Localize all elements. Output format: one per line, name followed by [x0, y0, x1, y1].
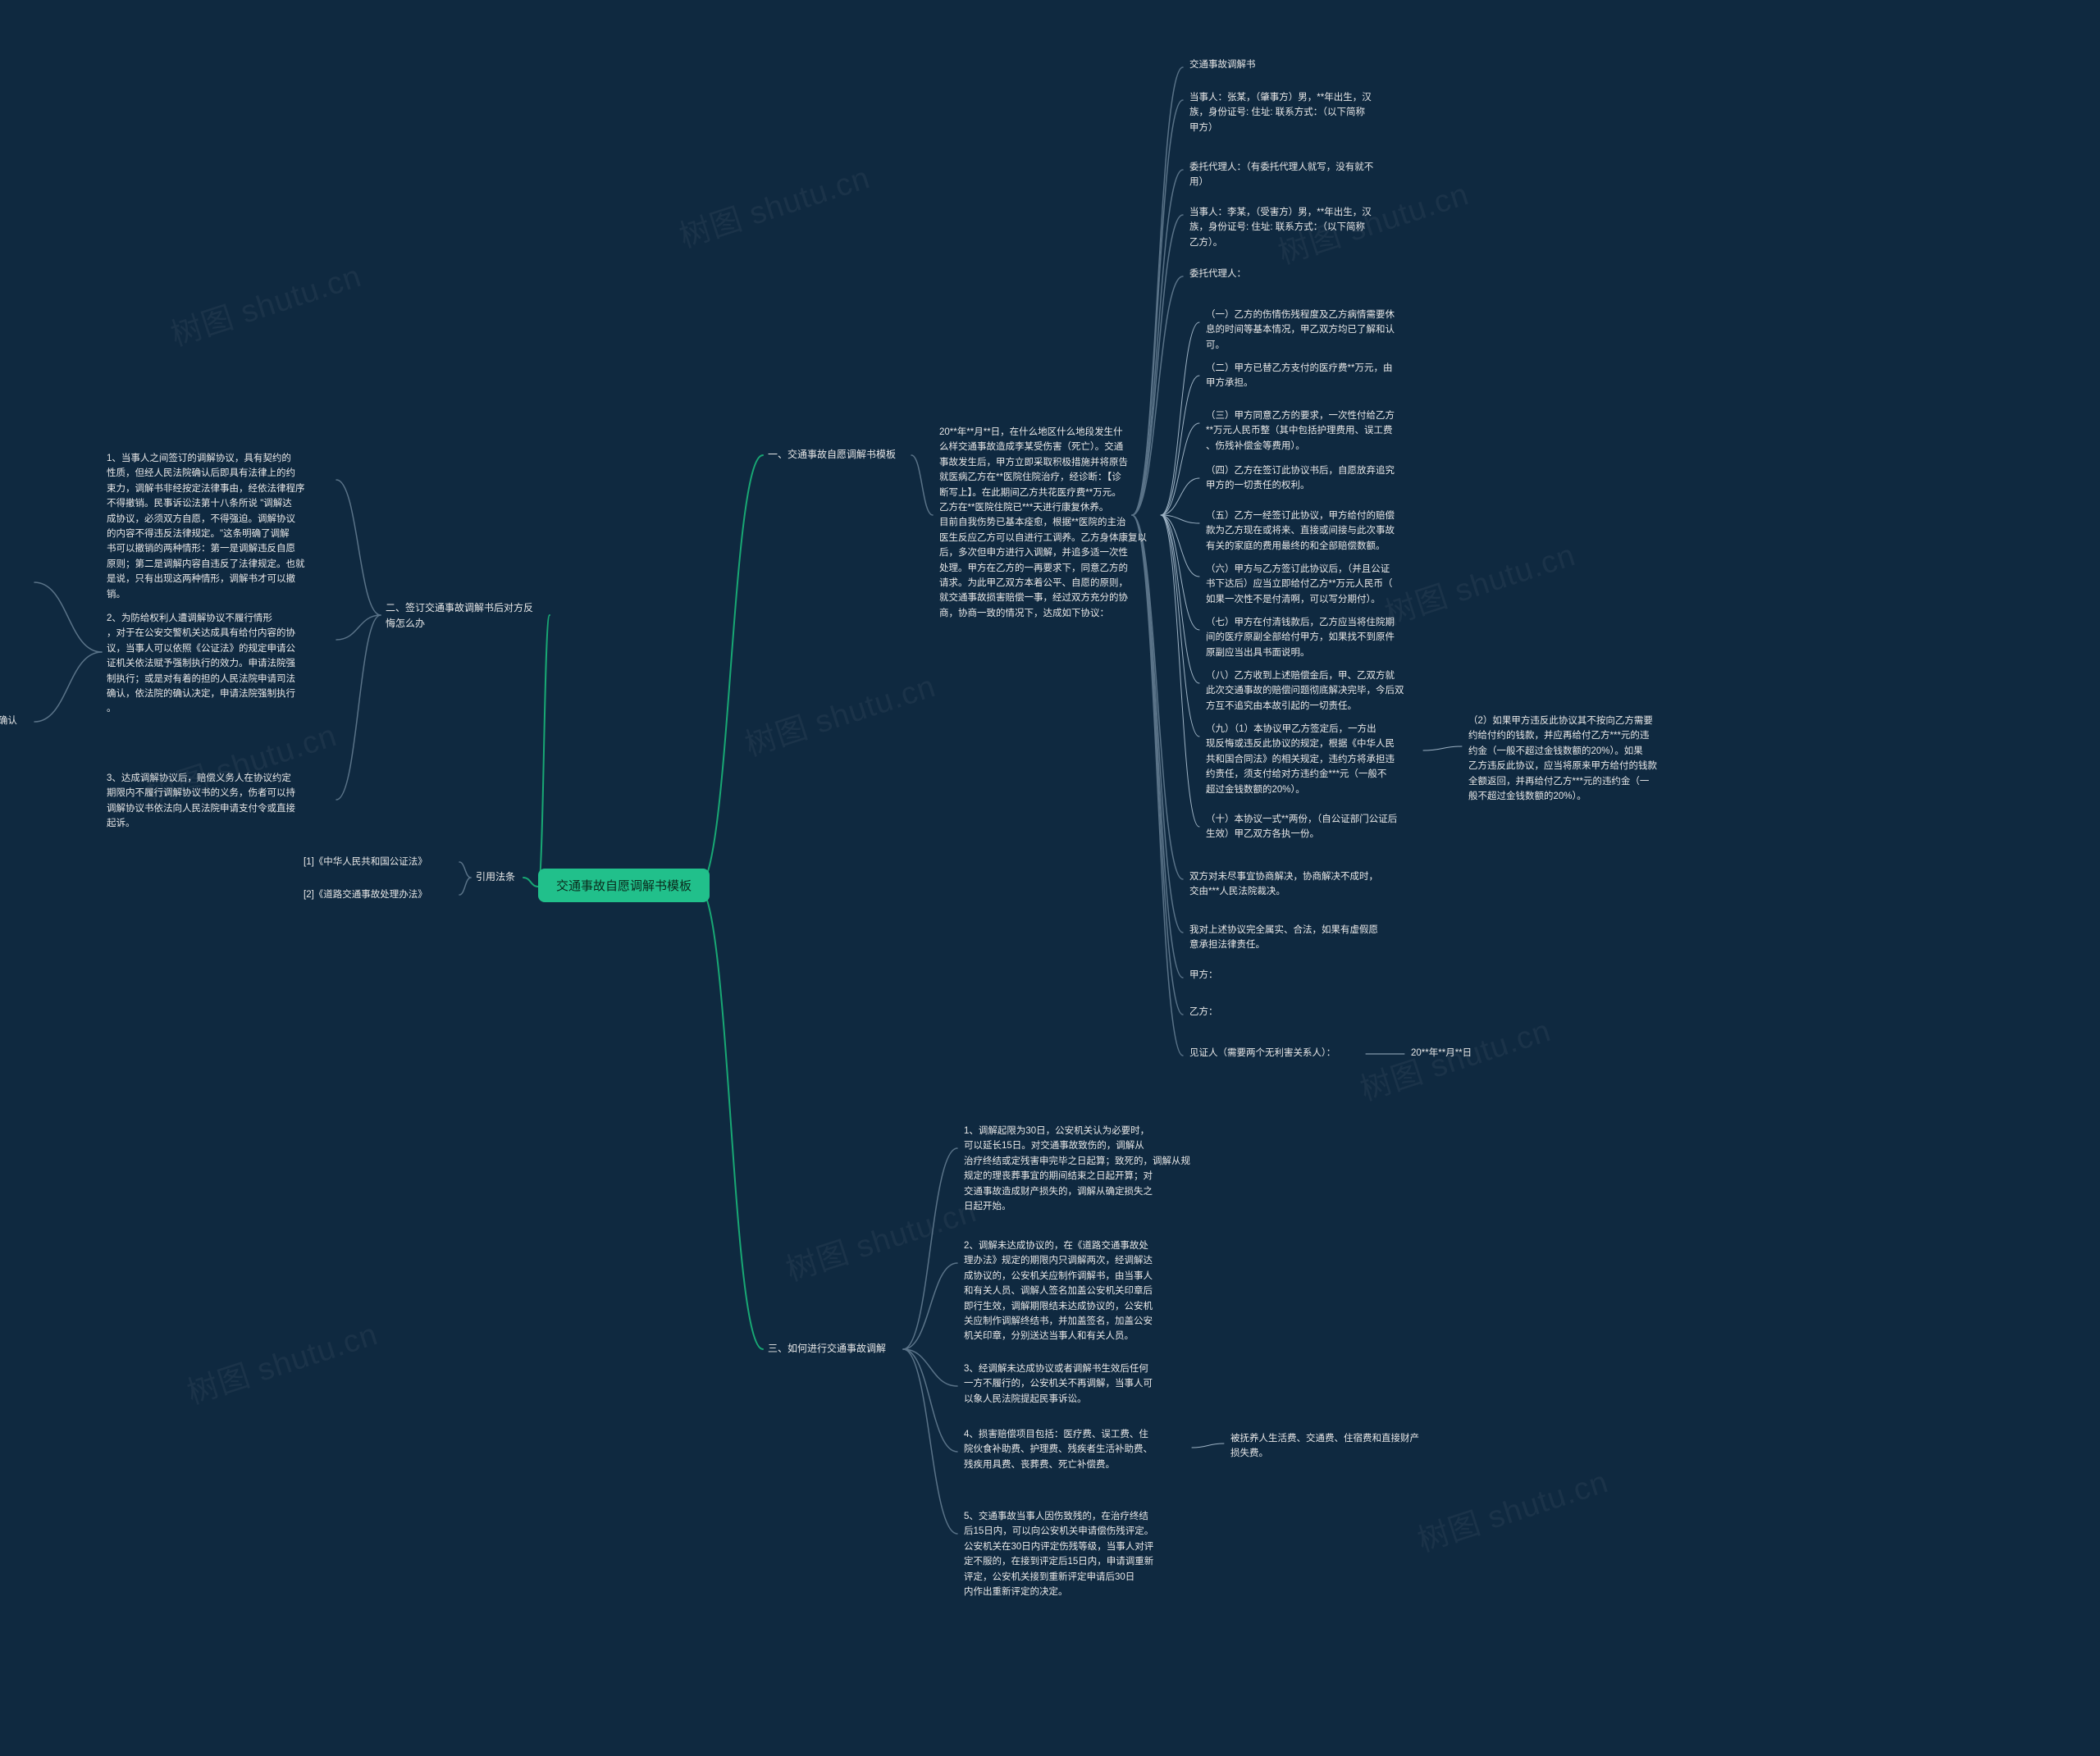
watermark: 树图 shutu.cn	[164, 250, 366, 354]
watermark: 树图 shutu.cn	[779, 1185, 981, 1289]
branch-1-clause-10: （十）本协议一式**两份，（自公证部门公证后 生效）甲乙双方各执一份。	[1206, 812, 1397, 842]
node-text: 委托代理人：（有委托代理人就写，没有就不 用）	[1189, 162, 1373, 187]
node-text: 双方对未尽事宜协商解决，协商解决不成时， 交由***人民法院裁决。	[1189, 872, 1378, 896]
branch-3-item-3: 3、经调解未达成协议或者调解书生效后任何 一方不履行的，公安机关不再调解，当事人…	[964, 1361, 1153, 1407]
node-text: 我对上述协议完全属实、合法，如果有虚假愿 意承担法律责任。	[1189, 925, 1378, 950]
node-text: 二、签订交通事故调解书后对方反 悔怎么办	[386, 602, 533, 629]
node-text: [2]《道路交通事故处理办法》	[304, 890, 427, 900]
node-text: 5、交通事故当事人因伤致残的，在治疗终结 后15日内，可以向公安机关申请偿伤残评…	[964, 1512, 1153, 1597]
branch-2-item-2: 2、为防给权利人遭调解协议不履行情形 ，对于在公安交警机关达成具有给付内容的协 …	[107, 611, 295, 717]
branch-4-item-1: [1]《中华人民共和国公证法》	[304, 855, 427, 869]
branch-1-post-1: 我对上述协议完全属实、合法，如果有虚假愿 意承担法律责任。	[1189, 923, 1378, 953]
node-text: 委托代理人：	[1189, 269, 1246, 279]
branch-1-pre-1: 当事人：张某，（肇事方）男，**年出生，汉 族，身份证号: 住址: 联系方式：（…	[1189, 90, 1372, 135]
branch-1-clause-5: （五）乙方一经签订此协议，甲方给付的赔偿 款为乙方现在或将来、直接或间接与此次事…	[1206, 509, 1395, 554]
branch-4-item-2: [2]《道路交通事故处理办法》	[304, 887, 427, 902]
node-text: 甲方：	[1189, 970, 1218, 980]
node-text: 被抚养人生活费、交通费、住宿费和直接财产 损失费。	[1230, 1434, 1419, 1458]
branch-1-pre-2: 委托代理人：（有委托代理人就写，没有就不 用）	[1189, 160, 1373, 190]
node-text: （三）甲方同意乙方的要求，一次性付给乙方 **万元人民币整（其中包括护理费用、误…	[1206, 411, 1395, 451]
watermark: 树图 shutu.cn	[1411, 1456, 1613, 1560]
node-text: （十）本协议一式**两份，（自公证部门公证后 生效）甲乙双方各执一份。	[1206, 814, 1397, 839]
branch-1-clause-6: （六）甲方与乙方签订此协议后，（并且公证 书下达后）应当立即给付乙方**万元人民…	[1206, 562, 1392, 607]
branch-1-clause-8: （八）乙方收到上述赔偿金后，甲、乙双方就 此次交通事故的赔偿问题彻底解决完毕，今…	[1206, 668, 1404, 714]
branch-1-clause-3: （三）甲方同意乙方的要求，一次性付给乙方 **万元人民币整（其中包括护理费用、误…	[1206, 408, 1395, 454]
branch-1-post-0: 双方对未尽事宜协商解决，协商解决不成时， 交由***人民法院裁决。	[1189, 869, 1378, 900]
node-text: 1、当事人之间签订的调解协议，具有契约的 性质，但经人民法院确认后即具有法律上的…	[107, 454, 305, 600]
branch-1-clause-9: （九）（1）本协议甲乙方签定后，一方出 现反悔或违反此协议的规定，根据《中华人民…	[1206, 722, 1395, 797]
branch-1-label: 一、交通事故自愿调解书模板	[768, 447, 896, 463]
branch-1-pre-0: 交通事故调解书	[1189, 57, 1256, 72]
branch-1-pre-3: 当事人：李某，（受害方）男，**年出生，汉 族，身份证号: 住址: 联系方式：（…	[1189, 205, 1372, 250]
node-text: 4、损害赔偿项目包括：医疗费、误工费、住 院伙食补助费、护理费、残疾者生活补助费…	[964, 1430, 1153, 1470]
node-text: （六）甲方与乙方签订此协议后，（并且公证 书下达后）应当立即给付乙方**万元人民…	[1206, 564, 1392, 604]
node-text: 20**年**月**日	[1411, 1048, 1472, 1058]
watermark: 树图 shutu.cn	[738, 660, 940, 764]
root-label: 交通事故自愿调解书模板	[556, 879, 692, 893]
watermark: 树图 shutu.cn	[180, 1308, 382, 1412]
branch-1-post-date: 20**年**月**日	[1411, 1046, 1472, 1060]
node-text: 2、调解未达成协议的，在《道路交通事故处 理办法》规定的期限内只调解两次，经调解…	[964, 1241, 1153, 1341]
node-text: 乙方：	[1189, 1007, 1218, 1017]
branch-1-clause-9-extra: （2）如果甲方违反此协议其不按向乙方需要 约给付约的钱款，并应再给付乙方***元…	[1468, 714, 1657, 804]
node-text: 1、调解起限为30日，公安机关认为必要时， 可以延长15日。对交通事故致伤的，调…	[964, 1126, 1190, 1211]
node-text: 一、交通事故自愿调解书模板	[768, 449, 896, 460]
branch-3-label: 三、如何进行交通事故调解	[768, 1341, 886, 1357]
branch-1-clause-2: （二）甲方已替乙方支付的医疗费**万元，由 甲方承担。	[1206, 361, 1392, 391]
root-node[interactable]: 交通事故自愿调解书模板	[538, 869, 710, 902]
node-text: （2）交通事故赔偿协议的司法确认	[0, 716, 17, 726]
branch-2-label: 二、签订交通事故调解书后对方反 悔怎么办	[386, 600, 533, 632]
branch-4-label: 引用法条	[476, 869, 515, 885]
branch-3-item-4-extra: 被抚养人生活费、交通费、住宿费和直接财产 损失费。	[1230, 1431, 1419, 1462]
node-text: 20**年**月**日，在什么地区什么地段发生什 么样交通事故造成李某受伤害（死…	[939, 427, 1147, 618]
node-text: 3、经调解未达成协议或者调解书生效后任何 一方不履行的，公安机关不再调解，当事人…	[964, 1364, 1153, 1404]
branch-1-clause-1: （一）乙方的伤情伤残程度及乙方病情需要休 息的时间等基本情况，甲乙双方均已了解和…	[1206, 308, 1395, 353]
node-text: 当事人：张某，（肇事方）男，**年出生，汉 族，身份证号: 住址: 联系方式：（…	[1189, 93, 1372, 133]
branch-1-post-3: 乙方：	[1189, 1005, 1218, 1019]
node-text: 见证人（需要两个无利害关系人）：	[1189, 1048, 1335, 1058]
branch-1-post-4: 见证人（需要两个无利害关系人）：	[1189, 1046, 1335, 1060]
watermark: 树图 shutu.cn	[1378, 529, 1580, 633]
node-text: （五）乙方一经签订此协议，甲方给付的赔偿 款为乙方现在或将来、直接或间接与此次事…	[1206, 511, 1395, 551]
node-text: （一）乙方的伤情伤残程度及乙方病情需要休 息的时间等基本情况，甲乙双方均已了解和…	[1206, 310, 1395, 350]
node-text: （2）如果甲方违反此协议其不按向乙方需要 约给付约的钱款，并应再给付乙方***元…	[1468, 716, 1657, 801]
branch-3-item-4: 4、损害赔偿项目包括：医疗费、误工费、住 院伙食补助费、护理费、残疾者生活补助费…	[964, 1427, 1153, 1472]
node-text: （九）（1）本协议甲乙方签定后，一方出 现反悔或违反此协议的规定，根据《中华人民…	[1206, 724, 1395, 795]
branch-2-item-2-sub-2: （2）交通事故赔偿协议的司法确认	[0, 714, 17, 728]
branch-1-post-2: 甲方：	[1189, 968, 1218, 983]
node-text: （四）乙方在签订此协议书后，自愿放弃追究 甲方的一切责任的权利。	[1206, 466, 1395, 490]
node-text: 三、如何进行交通事故调解	[768, 1343, 886, 1354]
branch-1-pre-4: 委托代理人：	[1189, 267, 1246, 281]
node-text: （七）甲方在付清钱款后，乙方应当将住院期 间的医疗原副全部给付甲方，如果找不到原…	[1206, 618, 1395, 658]
node-text: [1]《中华人民共和国公证法》	[304, 857, 427, 867]
node-text: 2、为防给权利人遭调解协议不履行情形 ，对于在公安交警机关达成具有给付内容的协 …	[107, 613, 295, 714]
branch-1-clause-7: （七）甲方在付清钱款后，乙方应当将住院期 间的医疗原副全部给付甲方，如果找不到原…	[1206, 615, 1395, 660]
watermark: 树图 shutu.cn	[673, 152, 874, 256]
node-text: 交通事故调解书	[1189, 60, 1256, 70]
node-text: 3、达成调解协议后，赔偿义务人在协议约定 期限内不履行调解协议书的义务，伤者可以…	[107, 773, 295, 828]
branch-1-context: 20**年**月**日，在什么地区什么地段发生什 么样交通事故造成李某受伤害（死…	[939, 425, 1147, 621]
node-text: 引用法条	[476, 871, 515, 883]
branch-3-item-1: 1、调解起限为30日，公安机关认为必要时， 可以延长15日。对交通事故致伤的，调…	[964, 1124, 1190, 1214]
branch-1-clause-4: （四）乙方在签订此协议书后，自愿放弃追究 甲方的一切责任的权利。	[1206, 463, 1395, 494]
branch-3-item-2: 2、调解未达成协议的，在《道路交通事故处 理办法》规定的期限内只调解两次，经调解…	[964, 1238, 1153, 1344]
node-text: （二）甲方已替乙方支付的医疗费**万元，由 甲方承担。	[1206, 363, 1392, 388]
node-text: （八）乙方收到上述赔偿金后，甲、乙双方就 此次交通事故的赔偿问题彻底解决完毕，今…	[1206, 671, 1404, 711]
branch-2-item-1: 1、当事人之间签订的调解协议，具有契约的 性质，但经人民法院确认后即具有法律上的…	[107, 451, 305, 602]
branch-3-item-5: 5、交通事故当事人因伤致残的，在治疗终结 后15日内，可以向公安机关申请偿伤残评…	[964, 1509, 1153, 1599]
branch-2-item-3: 3、达成调解协议后，赔偿义务人在协议约定 期限内不履行调解协议书的义务，伤者可以…	[107, 771, 295, 832]
node-text: 当事人：李某，（受害方）男，**年出生，汉 族，身份证号: 住址: 联系方式：（…	[1189, 208, 1372, 248]
